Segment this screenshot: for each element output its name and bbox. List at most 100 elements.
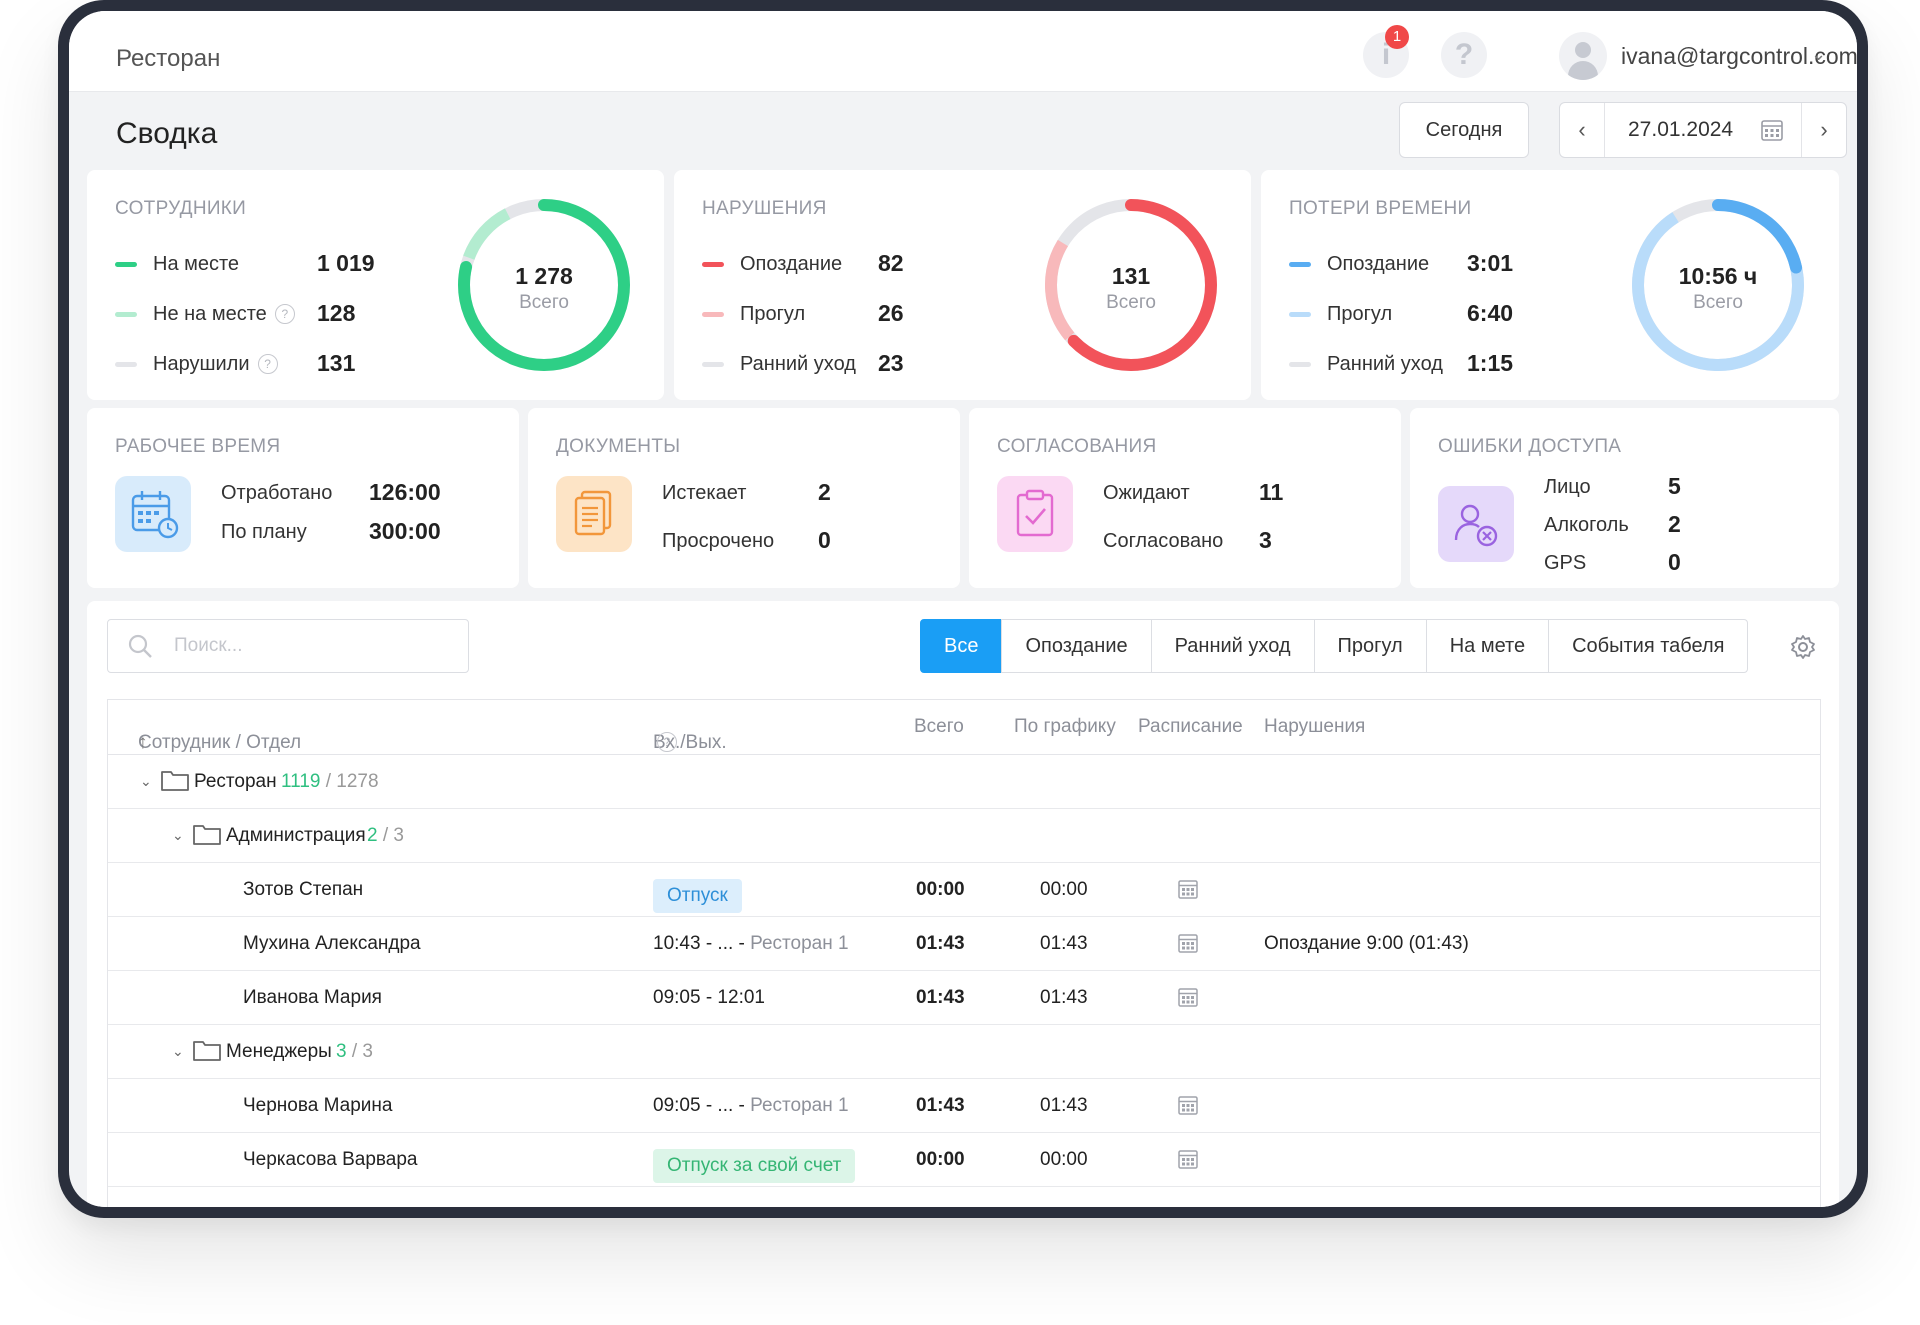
employees-donut-chart [458, 199, 631, 371]
access-errors-card[interactable]: ОШИБКИ ДОСТУПА Лицо 5 Алкоголь 2 GPS 0 [1410, 408, 1839, 588]
department-count: 2 / 3 [367, 825, 404, 846]
table-header: Сотрудник / Отдел ↑ Вх./Вых. ? Всего По … [108, 700, 1820, 755]
page-title: Сводка [116, 117, 218, 150]
search-input[interactable]: Поиск... [107, 619, 469, 673]
legend-value: 23 [878, 350, 904, 376]
filter-tabs: Все Опоздание Ранний уход Прогул На мете… [920, 619, 1749, 673]
date-value[interactable]: 27.01.2024 [1628, 118, 1734, 141]
user-denied-icon [1438, 486, 1514, 562]
notification-badge: 1 [1385, 25, 1409, 49]
violations-title: НАРУШЕНИЯ [702, 198, 827, 219]
status-badge: Отпуск за свой счет [653, 1149, 856, 1183]
department-row-root[interactable]: ⌄ Ресторан 1119 / 1278 [108, 755, 1820, 809]
time-loss-card[interactable]: ПОТЕРИ ВРЕМЕНИ Опоздание 3:01 Прогул 6:4… [1261, 170, 1839, 400]
face-value: 5 [1668, 473, 1681, 499]
legend-label: Ранний уход [740, 353, 856, 375]
employee-name[interactable]: Иванова Мария [243, 987, 382, 1008]
schedule-calendar-icon[interactable] [1177, 1094, 1199, 1116]
total-time: 01:43 [916, 933, 965, 954]
legend-value: 82 [878, 250, 904, 276]
documents-title: ДОКУМЕНТЫ [556, 436, 681, 457]
table-row-partial [108, 1187, 1820, 1207]
employee-name[interactable]: Мухина Александра [243, 933, 421, 954]
total-time: 01:43 [916, 1095, 965, 1116]
table-row[interactable]: Иванова Мария 09:05 - 12:01 01:43 01:43 [108, 971, 1820, 1025]
table-row[interactable]: Зотов Степан Отпуск 00:00 00:00 [108, 863, 1820, 917]
expiring-label: Истекает [662, 482, 747, 504]
legend-label: Ранний уход [1327, 353, 1443, 375]
document-icon [556, 476, 632, 552]
column-scheduled[interactable]: По графику [1014, 716, 1116, 737]
schedule-calendar-icon[interactable] [1177, 932, 1199, 954]
today-button[interactable]: Сегодня [1399, 102, 1529, 158]
employees-total: 1 278 Всего [449, 263, 639, 314]
table-row[interactable]: Чернова Марина 09:05 - ... - Ресторан 1 … [108, 1079, 1820, 1133]
calendar-icon[interactable] [1760, 118, 1784, 142]
department-row-administration[interactable]: ⌄ Администрация 2 / 3 [108, 809, 1820, 863]
legend-value: 1:15 [1467, 350, 1514, 376]
help-icon[interactable]: ? [1441, 32, 1487, 78]
filter-early-leave[interactable]: Ранний уход [1150, 619, 1315, 673]
total-time: 01:43 [916, 987, 965, 1008]
department-row-managers[interactable]: ⌄ Менеджеры 3 / 3 [108, 1025, 1820, 1079]
employee-name[interactable]: Чернова Марина [243, 1095, 393, 1116]
alcohol-label: Алкоголь [1544, 514, 1629, 536]
violations-total: 131 Всего [1036, 263, 1226, 314]
table-row[interactable]: Мухина Александра 10:43 - ... - Ресторан… [108, 917, 1820, 971]
employee-name[interactable]: Зотов Степан [243, 879, 364, 900]
employees-card[interactable]: СОТРУДНИКИ На месте 1 019 Не на месте? 1… [87, 170, 664, 400]
pending-value: 11 [1259, 479, 1284, 505]
scheduled-time: 00:00 [1040, 1149, 1088, 1170]
face-label: Лицо [1544, 476, 1591, 498]
in-out-time: 09:05 - ... - Ресторан 1 [653, 1095, 849, 1116]
table-row[interactable]: Черкасова Варвара Отпуск за свой счет 00… [108, 1133, 1820, 1187]
filter-timesheet-events[interactable]: События табеля [1548, 619, 1749, 673]
total-time: 00:00 [916, 879, 965, 900]
worked-value: 126:00 [369, 479, 441, 505]
scheduled-time: 01:43 [1040, 1095, 1088, 1116]
column-schedule[interactable]: Расписание [1138, 716, 1243, 737]
scheduled-time: 00:00 [1040, 879, 1088, 900]
help-icon[interactable]: ? [274, 304, 295, 324]
legend-label: Нарушили [153, 353, 250, 375]
total-value: 1 278 [515, 263, 573, 289]
filter-absence[interactable]: Прогул [1313, 619, 1427, 673]
legend-label: На месте [153, 253, 240, 275]
filter-all[interactable]: Все [920, 619, 1003, 673]
documents-card[interactable]: ДОКУМЕНТЫ Истекает 2 Просрочено 0 [528, 408, 960, 588]
time-loss-title: ПОТЕРИ ВРЕМЕНИ [1289, 198, 1472, 219]
gear-icon[interactable] [1789, 633, 1817, 661]
work-time-card[interactable]: РАБОЧЕЕ ВРЕМЯ Отработано 126:00 По плану… [87, 408, 519, 588]
column-violations[interactable]: Нарушения [1264, 716, 1366, 737]
folder-icon [161, 771, 189, 791]
alcohol-value: 2 [1668, 511, 1681, 537]
filter-on-site[interactable]: На мете [1425, 619, 1550, 673]
legend-value: 3:01 [1467, 250, 1514, 276]
date-picker[interactable]: ‹ 27.01.2024 › [1559, 102, 1847, 158]
employee-name[interactable]: Черкасова Варвара [243, 1149, 418, 1170]
schedule-calendar-icon[interactable] [1177, 878, 1199, 900]
gps-value: 0 [1668, 549, 1681, 575]
chevron-right-icon[interactable]: › [1801, 103, 1846, 157]
schedule-calendar-icon[interactable] [1177, 986, 1199, 1008]
total-time: 00:00 [916, 1149, 965, 1170]
chevron-down-icon[interactable]: ⌄ [172, 827, 184, 843]
help-icon: ? [657, 732, 677, 752]
chevron-down-icon[interactable]: ⌄ [140, 773, 152, 789]
help-icon[interactable]: ? [257, 354, 278, 374]
schedule-calendar-icon[interactable] [1177, 1148, 1199, 1170]
total-label: Всего [1106, 292, 1156, 313]
chevron-left-icon[interactable]: ‹ [1560, 103, 1605, 157]
filter-late[interactable]: Опоздание [1001, 619, 1152, 673]
department-name: Менеджеры [226, 1041, 332, 1062]
avatar[interactable] [1559, 32, 1607, 80]
status-badge: Отпуск [653, 879, 742, 913]
violations-card[interactable]: НАРУШЕНИЯ Опоздание 82 Прогул 26 Ранний … [674, 170, 1251, 400]
user-email[interactable]: ivana@targcontrol.com [1621, 43, 1857, 69]
column-total[interactable]: Всего [914, 716, 964, 737]
chevron-down-icon[interactable]: ⌄ [172, 1043, 184, 1059]
chevron-down-icon[interactable]: ⌄ [1811, 44, 1827, 64]
legend-value: 128 [317, 300, 356, 326]
approvals-card[interactable]: СОГЛАСОВАНИЯ Ожидают 11 Согласовано 3 [969, 408, 1401, 588]
overdue-label: Просрочено [662, 530, 775, 552]
